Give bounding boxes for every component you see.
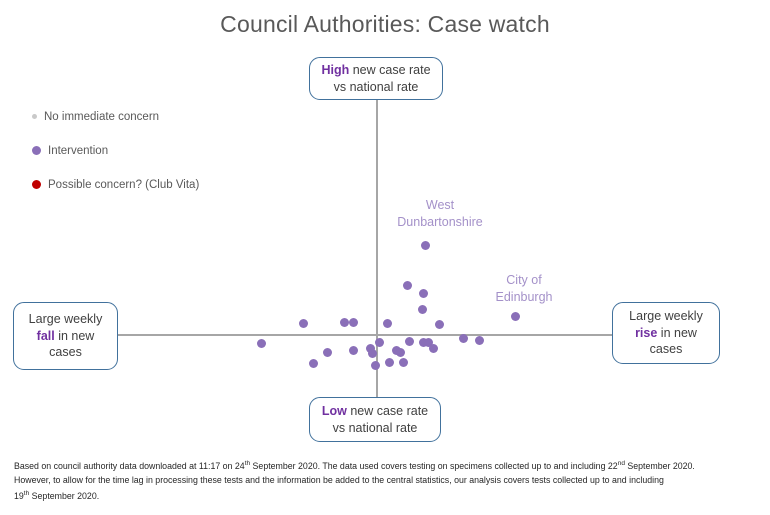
y-axis-line bbox=[376, 100, 378, 397]
data-point bbox=[308, 358, 318, 368]
annotation-line: West bbox=[425, 198, 455, 212]
annotation-city-of-edinburgh: City of Edinburgh bbox=[482, 272, 566, 306]
data-point bbox=[384, 357, 394, 367]
data-point bbox=[367, 348, 377, 358]
data-point bbox=[420, 240, 430, 250]
data-point bbox=[404, 336, 414, 346]
annotation-line: Dunbartonshire bbox=[397, 215, 483, 229]
red-dot-icon bbox=[32, 180, 41, 189]
source-note: Based on council authority data download… bbox=[14, 460, 695, 501]
data-point bbox=[382, 318, 392, 328]
data-point bbox=[370, 360, 380, 370]
purple-dot-icon bbox=[32, 146, 41, 155]
quadrant-label-rise: Large weekly rise in new cases bbox=[612, 302, 720, 364]
data-point bbox=[458, 333, 468, 343]
chart-title: Council Authorities: Case watch bbox=[220, 11, 550, 37]
annotation-line: Edinburgh bbox=[495, 290, 553, 304]
quadrant-label-high: High new case rate vs national rate bbox=[309, 57, 443, 100]
legend-item-possible-concern: Possible concern? (Club Vita) bbox=[32, 178, 199, 191]
legend-label: No immediate concern bbox=[44, 110, 160, 123]
data-point bbox=[322, 347, 332, 357]
data-point bbox=[402, 280, 412, 290]
quadrant-label-low: Low new case rate vs national rate bbox=[309, 397, 441, 442]
data-point bbox=[298, 318, 308, 328]
data-point bbox=[339, 317, 349, 327]
gray-dot-icon bbox=[32, 114, 37, 119]
legend-item-intervention: Intervention bbox=[32, 144, 199, 157]
data-point bbox=[395, 347, 405, 357]
data-point bbox=[398, 357, 408, 367]
data-point bbox=[374, 337, 384, 347]
data-point bbox=[510, 311, 520, 321]
data-point bbox=[418, 337, 428, 347]
quadrant-label-fall: Large weekly fall in new cases bbox=[13, 302, 118, 370]
data-point bbox=[418, 288, 428, 298]
chart-legend: No immediate concern Intervention Possib… bbox=[32, 110, 199, 212]
data-point bbox=[474, 335, 484, 345]
data-point bbox=[417, 304, 427, 314]
legend-label: Possible concern? (Club Vita) bbox=[48, 178, 200, 191]
data-point bbox=[423, 337, 433, 347]
data-point bbox=[348, 317, 358, 327]
data-point bbox=[434, 319, 444, 329]
x-axis-line bbox=[118, 334, 612, 336]
data-point bbox=[256, 338, 266, 348]
legend-label: Intervention bbox=[48, 144, 109, 157]
legend-item-no-concern: No immediate concern bbox=[32, 110, 199, 123]
annotation-west-dunbartonshire: West Dunbartonshire bbox=[375, 197, 505, 231]
annotation-line: City of bbox=[506, 273, 542, 287]
data-point bbox=[365, 343, 375, 353]
data-point bbox=[428, 343, 438, 353]
data-point bbox=[348, 345, 358, 355]
